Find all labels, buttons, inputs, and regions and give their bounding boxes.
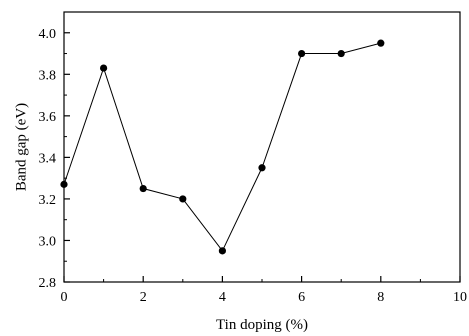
x-tick-label: 8: [377, 290, 384, 305]
data-point: [139, 184, 147, 193]
y-tick-label: 4.0: [39, 27, 57, 42]
x-tick-label: 4: [219, 290, 226, 305]
data-point: [100, 64, 108, 72]
y-tick-label: 3.0: [39, 234, 57, 249]
data-point: [337, 49, 345, 58]
x-tick-label: 2: [140, 290, 147, 305]
y-tick-label: 3.2: [39, 193, 57, 208]
data-point: [60, 180, 68, 188]
x-axis-title: Tin doping (%): [216, 317, 308, 333]
data-point: [179, 195, 187, 203]
y-axis-title: Band gap (eV): [13, 103, 29, 191]
y-tick-label: 3.8: [39, 68, 57, 83]
data-point: [218, 247, 226, 255]
x-tick-label: 10: [453, 290, 467, 305]
data-point: [377, 39, 385, 47]
x-tick-label: 6: [298, 290, 305, 305]
data-series: [60, 39, 385, 255]
y-tick-label: 3.4: [39, 151, 57, 166]
data-point: [258, 164, 266, 172]
x-tick-label: 0: [61, 290, 68, 305]
plot-frame: [63, 11, 461, 283]
y-tick-label: 3.6: [39, 110, 57, 125]
y-tick-label: 2.8: [39, 276, 57, 291]
x-axis: 0 2 4 6 8 10: [61, 276, 467, 305]
data-point: [298, 49, 306, 58]
y-axis: 2.8 3.0 3.2 3.4 3.6 3.8 4.0: [39, 27, 70, 291]
series-line: [63, 42, 381, 252]
